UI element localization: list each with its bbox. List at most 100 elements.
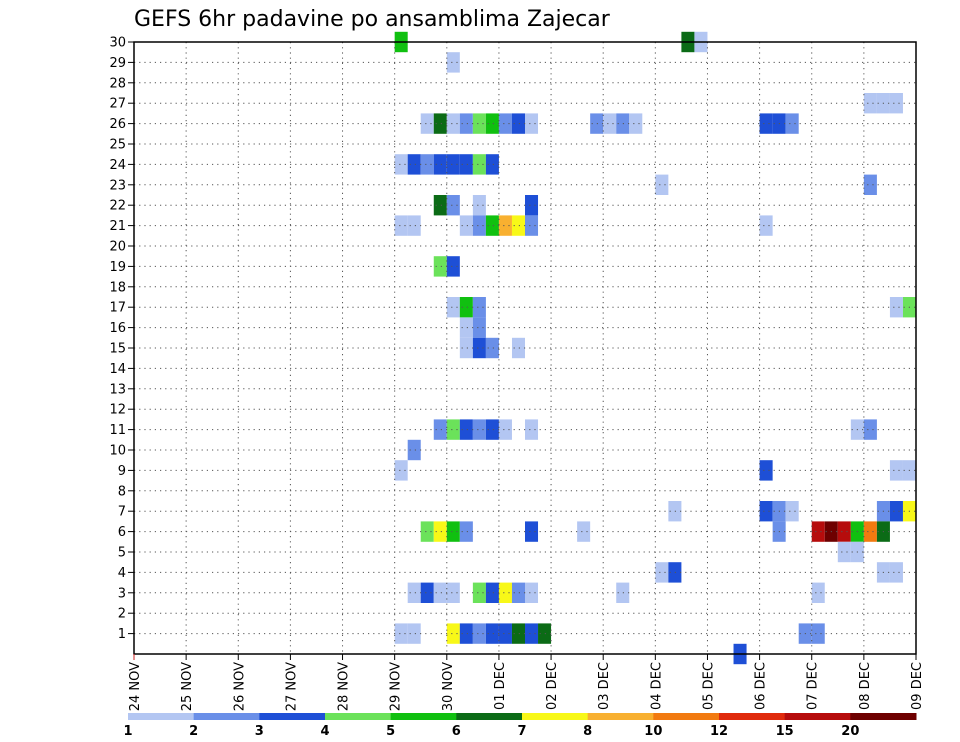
colorbar-swatch <box>587 713 654 720</box>
y-tick-label: 27 <box>109 97 126 112</box>
y-tick-label: 1 <box>118 627 126 642</box>
heatmap-cell <box>863 174 877 195</box>
y-tick-label: 5 <box>118 546 126 561</box>
heatmap-cell <box>472 317 486 338</box>
y-tick-label: 14 <box>109 362 126 377</box>
heatmap-cell <box>446 195 460 216</box>
heatmap-cell <box>655 174 669 195</box>
heatmap-cell <box>472 154 486 175</box>
colorbar-label: 6 <box>452 724 461 739</box>
x-tick-label: 04 DEC <box>649 662 664 710</box>
heatmap-cell <box>525 215 539 236</box>
heatmap-cell <box>433 113 447 134</box>
x-tick-label: 01 DEC <box>493 662 508 710</box>
x-tick-label: 02 DEC <box>545 662 560 710</box>
heatmap-cell <box>433 154 447 175</box>
colorbar-label: 15 <box>776 724 794 739</box>
heatmap-cell <box>459 215 473 236</box>
heatmap-cell <box>863 419 877 440</box>
colorbar-swatch <box>784 713 851 720</box>
heatmap-cell <box>511 582 525 603</box>
colorbar-swatch <box>719 713 786 720</box>
heatmap-cell <box>577 521 591 542</box>
colorbar-swatch <box>522 713 589 720</box>
heatmap-cell <box>459 154 473 175</box>
y-tick-label: 25 <box>109 138 126 153</box>
heatmap-cell <box>472 113 486 134</box>
heatmap-cell <box>394 460 408 481</box>
colorbar-swatch <box>456 713 523 720</box>
heatmap-cell <box>538 623 552 644</box>
heatmap-cell <box>459 419 473 440</box>
y-tick-label: 29 <box>109 56 126 71</box>
y-tick-label: 4 <box>118 566 126 581</box>
colorbar-label: 7 <box>517 724 526 739</box>
heatmap-cell <box>889 501 903 522</box>
x-tick-label: 05 DEC <box>701 662 716 710</box>
y-tick-label: 9 <box>118 464 126 479</box>
heatmap-cell <box>590 113 604 134</box>
x-tick-label: 09 DEC <box>910 662 925 710</box>
heatmap-cell <box>498 623 512 644</box>
colorbar-swatch <box>193 713 260 720</box>
chart-title: GEFS 6hr padavine po ansamblima Zajecar <box>134 7 611 32</box>
heatmap-cell <box>485 113 499 134</box>
colorbar-label: 5 <box>386 724 395 739</box>
y-tick-label: 18 <box>109 280 126 295</box>
heatmap-cell <box>616 113 630 134</box>
y-tick-label: 11 <box>109 423 126 438</box>
colorbar-swatch <box>390 713 457 720</box>
heatmap-cell <box>889 297 903 318</box>
x-tick-label: 03 DEC <box>597 662 612 710</box>
heatmap-cell <box>863 521 877 542</box>
heatmap-cell <box>759 215 773 236</box>
heatmap-cell <box>472 337 486 359</box>
heatmap-cell <box>446 52 460 73</box>
heatmap-cell <box>485 154 499 175</box>
y-axis-ticks: 1234567891011121314151617181920212223242… <box>109 36 134 642</box>
heatmap-cell <box>889 93 903 114</box>
y-tick-label: 3 <box>118 586 126 601</box>
y-tick-label: 2 <box>118 607 126 622</box>
colorbar-label: 1 <box>123 724 132 739</box>
heatmap-cell <box>420 582 434 603</box>
y-tick-label: 10 <box>109 444 126 459</box>
y-tick-label: 7 <box>118 505 126 520</box>
heatmap-cell <box>459 113 473 134</box>
x-tick-label: 08 DEC <box>858 662 873 710</box>
y-tick-label: 30 <box>109 36 126 51</box>
heatmap-cell <box>525 582 539 603</box>
heatmap-cell <box>446 521 460 542</box>
heatmap-cell <box>459 297 473 318</box>
x-tick-label: 06 DEC <box>754 662 769 710</box>
y-tick-label: 17 <box>109 301 126 316</box>
heatmap-cell <box>511 113 525 134</box>
heatmap-cell <box>407 215 421 236</box>
heatmap-cell <box>629 113 643 134</box>
heatmap-cell <box>472 215 486 236</box>
heatmap-cell <box>498 419 512 440</box>
heatmap-cell <box>420 521 434 542</box>
heatmap-cell <box>446 154 460 175</box>
x-tick-label: 28 NOV <box>337 662 352 711</box>
heatmap-cell <box>433 419 447 440</box>
heatmap-cell <box>655 562 669 583</box>
heatmap-cells <box>394 31 916 665</box>
heatmap-cell <box>525 419 539 440</box>
heatmap-cell <box>525 195 539 216</box>
heatmap-cell <box>525 113 539 134</box>
heatmap-cell <box>863 93 877 114</box>
heatmap-cell <box>472 297 486 318</box>
heatmap-cell <box>446 623 460 644</box>
heatmap-cell <box>446 582 460 603</box>
colorbar-legend: 1 2 3 4 5 6 7 8 10 12 15 20 <box>123 713 917 739</box>
heatmap-cell <box>407 623 421 644</box>
heatmap-cell <box>433 256 447 277</box>
heatmap-cell <box>485 419 499 440</box>
heatmap-cell <box>811 623 825 644</box>
y-tick-label: 28 <box>109 76 126 91</box>
heatmap-cell <box>446 297 460 318</box>
x-tick-label: 30 NOV <box>441 662 456 711</box>
heatmap-cell <box>407 582 421 603</box>
